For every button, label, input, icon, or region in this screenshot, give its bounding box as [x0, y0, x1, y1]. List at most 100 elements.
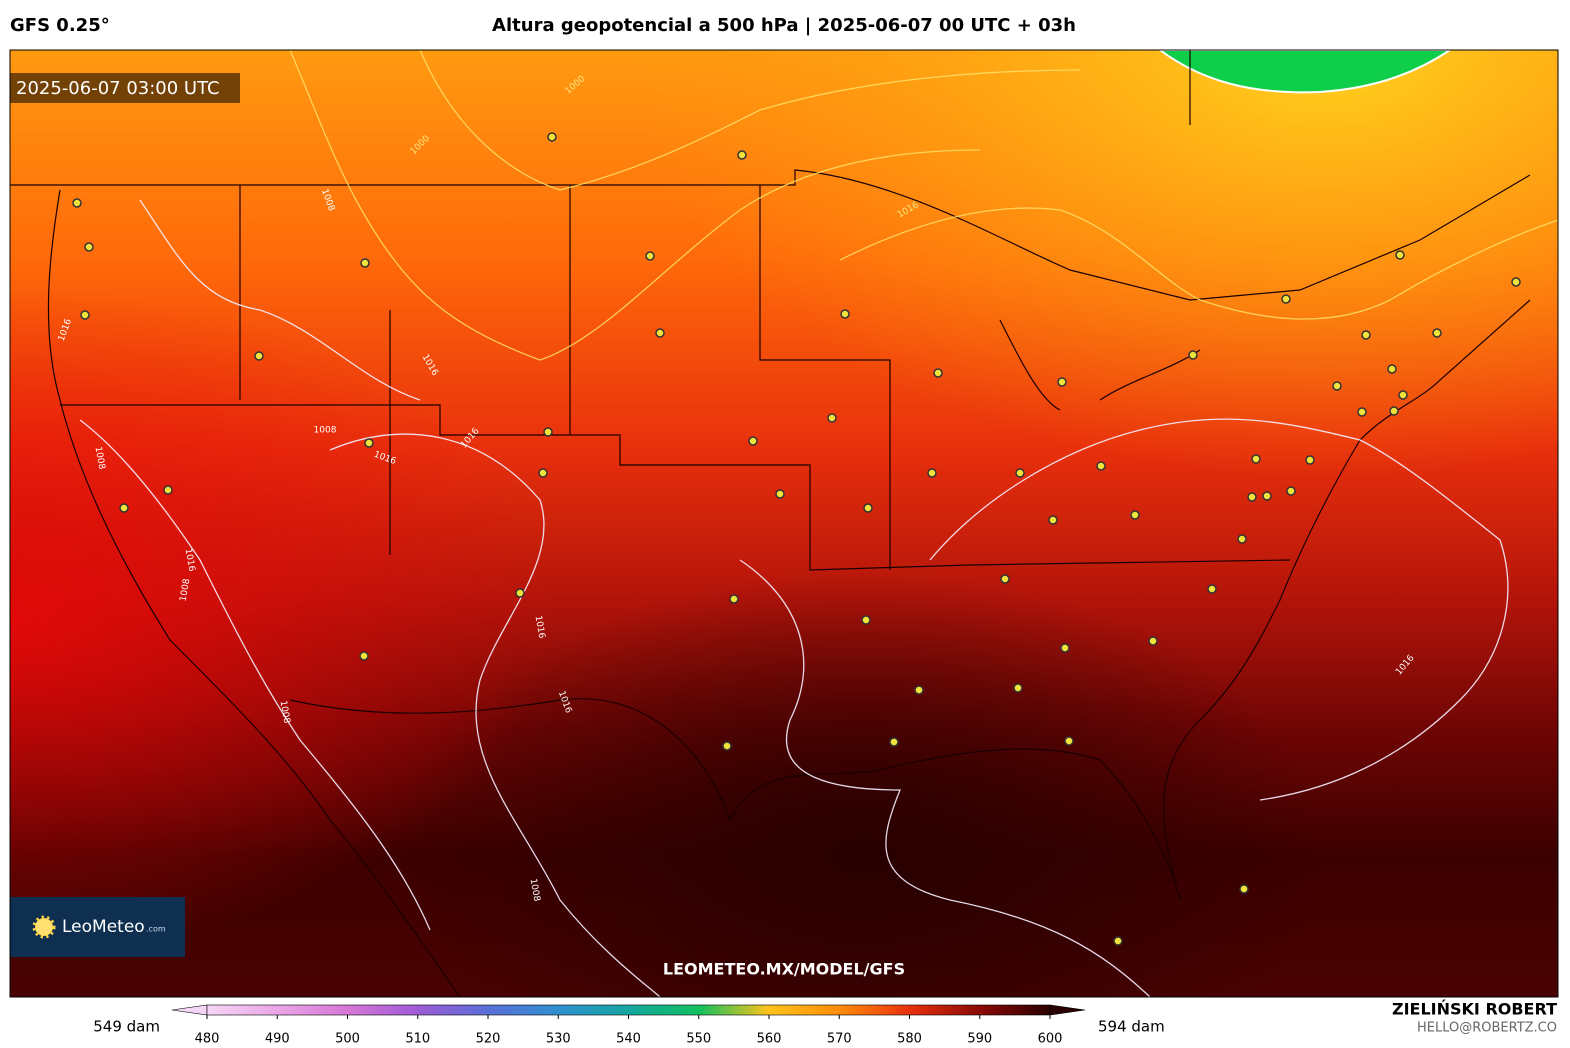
contour-label: 1008: [179, 578, 193, 603]
city-marker: [861, 615, 871, 625]
city-marker: [655, 328, 665, 338]
city-marker: [254, 351, 264, 361]
city-marker: [863, 503, 873, 513]
colorbar-min-label: 549 dam: [93, 1018, 160, 1036]
email: HELLO@ROBERTZ.CO: [1417, 1021, 1557, 1036]
city-marker: [1207, 584, 1217, 594]
city-marker: [737, 150, 747, 160]
city-marker: [1305, 455, 1315, 465]
city-marker: [1251, 454, 1261, 464]
colorbar-tick-label: 490: [265, 1032, 290, 1047]
city-marker: [927, 468, 937, 478]
height-field-gulf: [10, 50, 1558, 997]
city-marker: [1064, 736, 1074, 746]
colorbar-max-label: 594 dam: [1098, 1018, 1165, 1036]
map-title: Altura geopotencial a 500 hPa | 2025-06-…: [492, 15, 1076, 36]
timestamp-box: [10, 73, 240, 103]
city-marker: [84, 242, 94, 252]
city-marker: [359, 651, 369, 661]
map-frame: [9, 49, 1559, 998]
city-marker: [1130, 510, 1140, 520]
colorbar-tick-label: 550: [686, 1032, 711, 1047]
colorbar-tick-label: 480: [195, 1032, 220, 1047]
city-marker: [1013, 683, 1023, 693]
logo-sun-core: [36, 919, 52, 935]
city-marker: [543, 427, 553, 437]
city-marker: [538, 468, 548, 478]
colorbar-tick-label: 590: [967, 1032, 992, 1047]
city-marker: [722, 741, 732, 751]
city-marker: [72, 198, 82, 208]
city-marker: [1286, 486, 1296, 496]
colorbar-tick-label: 600: [1038, 1032, 1063, 1047]
city-marker: [914, 685, 924, 695]
city-markers: [72, 132, 1521, 946]
pressure-contours-yellow: [289, 50, 1558, 361]
colorbar-tick-label: 570: [827, 1032, 852, 1047]
city-marker: [645, 251, 655, 261]
colorbar-tick-label: 530: [546, 1032, 571, 1047]
city-marker: [1188, 350, 1198, 360]
city-marker: [80, 310, 90, 320]
colorbar-gradient: [206, 1004, 1051, 1016]
contour-label: 1008: [93, 446, 107, 471]
watermark: LEOMETEO.MX/MODEL/GFS: [663, 960, 905, 979]
city-marker: [1239, 884, 1249, 894]
city-marker: [1389, 406, 1399, 416]
city-marker: [1511, 277, 1521, 287]
city-marker: [1057, 377, 1067, 387]
contour-label: 1008: [278, 700, 292, 725]
contour-label: 1016: [183, 548, 197, 573]
city-marker: [1148, 636, 1158, 646]
city-marker: [119, 503, 129, 513]
city-marker: [1015, 468, 1025, 478]
model-label: GFS 0.25°: [10, 15, 110, 36]
city-marker: [1060, 643, 1070, 653]
contour-label: 1016: [533, 615, 547, 640]
city-marker: [1361, 330, 1371, 340]
colorbar-tick-label: 500: [335, 1032, 360, 1047]
city-marker: [163, 485, 173, 495]
city-marker: [1113, 936, 1123, 946]
colorbar-tick-label: 540: [616, 1032, 641, 1047]
city-marker: [1262, 491, 1272, 501]
contour-label: 1008: [528, 878, 542, 903]
timestamp: 2025-06-07 03:00 UTC: [16, 78, 220, 99]
pressure-contours-white: [79, 199, 1509, 997]
colorbar-right-cap: [1049, 1004, 1086, 1016]
city-marker: [1398, 390, 1408, 400]
colorbar-tick-label: 510: [405, 1032, 430, 1047]
city-marker: [729, 594, 739, 604]
colorbar-tick-label: 580: [897, 1032, 922, 1047]
height-field-green: [1158, 50, 1452, 94]
city-marker: [933, 368, 943, 378]
colorbar: 480 490 500 510 520 530 540 550 560 570 580 590 600: [171, 1004, 1086, 1047]
logo-text: LeoMeteo: [62, 917, 145, 937]
city-marker: [840, 309, 850, 319]
city-marker: [748, 436, 758, 446]
city-marker: [1395, 250, 1405, 260]
city-marker: [1000, 574, 1010, 584]
city-marker: [1048, 515, 1058, 525]
city-marker: [1237, 534, 1247, 544]
city-marker: [889, 737, 899, 747]
contour-label: 1008: [314, 426, 337, 436]
city-marker: [360, 258, 370, 268]
city-marker: [1357, 407, 1367, 417]
city-marker: [1432, 328, 1442, 338]
colorbar-tick-label: 520: [476, 1032, 501, 1047]
city-marker: [1247, 492, 1257, 502]
city-marker: [1096, 461, 1106, 471]
city-marker: [547, 132, 557, 142]
city-marker: [1281, 294, 1291, 304]
city-marker: [775, 489, 785, 499]
city-marker: [1332, 381, 1342, 391]
author: ZIELIŃSKI ROBERT: [1392, 1000, 1557, 1019]
logo-suffix: .com: [146, 925, 166, 934]
city-marker: [515, 588, 525, 598]
city-marker: [364, 438, 374, 448]
city-marker: [1387, 364, 1397, 374]
